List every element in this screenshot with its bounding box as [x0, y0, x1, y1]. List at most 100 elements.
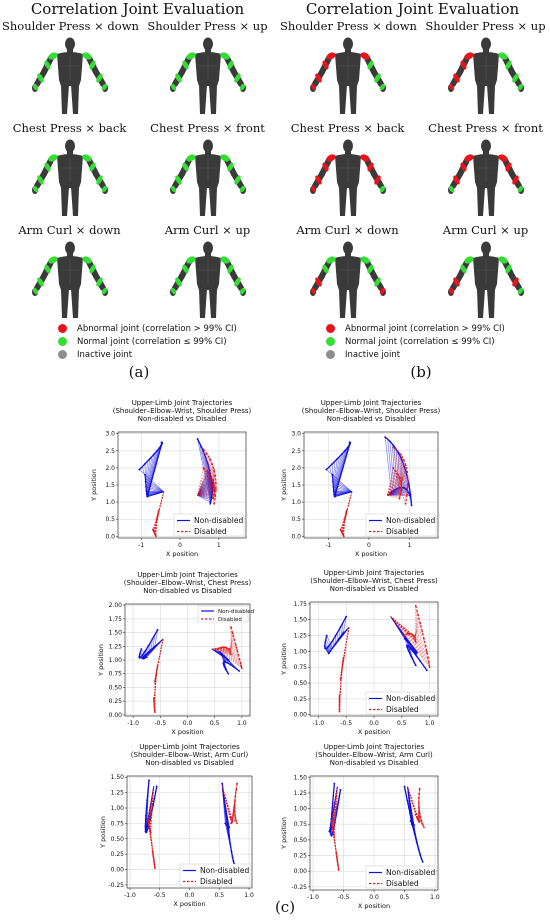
disabled-right-point — [423, 637, 425, 640]
chart-title-line: Upper-Limb Joint Trajectories — [321, 399, 422, 407]
human-body-figure — [448, 37, 524, 114]
head — [65, 37, 75, 51]
disabled-right-segment — [390, 616, 430, 666]
right-shoulder-joint-marker — [82, 154, 92, 162]
non-disabled-left-point — [336, 807, 339, 810]
disabled-left-point — [156, 668, 158, 671]
disabled-left-point — [153, 703, 156, 706]
y-tick-label: -0.25 — [291, 884, 307, 891]
non-disabled-left-point — [340, 453, 343, 456]
non-disabled-left-point — [152, 453, 155, 456]
cell-title: Shoulder Press × down — [2, 19, 139, 33]
plot-area — [328, 782, 425, 871]
right-leg — [71, 187, 79, 216]
cell-title: Chest Press × back — [290, 121, 405, 135]
disabled-left-segment — [339, 627, 350, 704]
disabled-right-point — [428, 666, 431, 669]
body-silhouette — [310, 139, 386, 216]
non-disabled-left-point — [333, 782, 336, 785]
plot-area — [325, 436, 413, 538]
body-silhouette — [170, 37, 246, 114]
disabled-right-point — [392, 446, 395, 449]
non-disabled-left-point — [334, 643, 337, 646]
right-shoulder-joint-marker — [360, 52, 370, 60]
y-tick-label: 0.50 — [294, 837, 308, 844]
neck — [345, 151, 351, 155]
neck — [483, 253, 489, 257]
disabled-right-segment — [386, 468, 407, 500]
disabled-right-point — [214, 475, 217, 478]
non-disabled-left-point — [329, 650, 332, 653]
disabled-left-point — [340, 674, 343, 676]
x-tick-label: 0.0 — [369, 894, 379, 901]
disabled-right-point — [236, 822, 239, 825]
non-disabled-left-point — [148, 779, 150, 782]
y-tick-label: 1.25 — [294, 790, 308, 797]
x-tick-label: 0.5 — [210, 720, 220, 727]
right-leg — [487, 289, 495, 318]
y-tick-label: 2.0 — [291, 465, 301, 472]
disabled-left-point — [332, 830, 335, 833]
chart-title-line: Upper-Limb Joint Trajectories — [324, 569, 425, 577]
non-disabled-left-point — [145, 656, 148, 659]
non-disabled-left-point — [147, 651, 149, 654]
y-tick-label: 1.5 — [291, 482, 301, 489]
body-silhouette — [310, 241, 386, 318]
left-upper-joint-marker — [44, 162, 51, 172]
chart-svg: Upper-Limb Joint Trajectories(Shoulder–E… — [99, 743, 254, 908]
disabled-right-point — [392, 467, 395, 469]
disabled-right-point — [421, 822, 424, 825]
disabled-left-point — [147, 820, 150, 823]
plot-area — [138, 626, 243, 714]
left-hand-joint-marker — [310, 83, 317, 91]
chart-title-line: Upper-Limb Joint Trajectories — [139, 743, 240, 751]
disabled-right-point — [417, 797, 420, 800]
y-tick-label: 1.75 — [109, 616, 123, 623]
neck — [483, 49, 489, 53]
disabled-left-point — [337, 867, 340, 869]
non-disabled-right-point — [222, 662, 225, 665]
non-disabled-left-point — [144, 473, 147, 476]
y-tick-label: 1.0 — [105, 499, 115, 506]
right-forearm-joint-marker — [512, 73, 519, 83]
panel-c-label: (c) — [274, 898, 296, 916]
non-disabled-right-point — [384, 436, 387, 439]
trajectory-chart: Upper-Limb Joint Trajectories (Shoulder–E… — [278, 742, 483, 912]
disabled-right-segment — [390, 616, 429, 658]
cell-title: Arm Curl × down — [18, 223, 121, 237]
right-leg — [209, 187, 217, 216]
left-leg — [339, 187, 347, 216]
non-disabled-left-point — [145, 485, 147, 488]
right-shoulder-joint-marker — [360, 154, 370, 162]
non-disabled-left-point — [325, 634, 328, 637]
human-body-figure — [448, 241, 524, 318]
x-tick-label: -1.0 — [307, 894, 319, 901]
disabled-right-point — [209, 457, 211, 460]
left-upper-joint-marker — [182, 264, 189, 274]
right-forearm-joint-marker — [96, 175, 103, 185]
disabled-right-point — [424, 644, 427, 647]
disabled-left-point — [335, 851, 338, 854]
disabled-right-point — [399, 479, 402, 482]
left-hand-joint-marker — [448, 185, 455, 193]
left-forearm-joint-marker — [175, 277, 182, 287]
x-tick-label: 1.0 — [244, 892, 254, 899]
right-upper-joint-marker — [367, 60, 374, 70]
disabled-left-point — [155, 520, 158, 522]
disabled-right-point — [419, 815, 422, 817]
pelvis — [337, 80, 359, 86]
chart-title-line: Upper-Limb Joint Trajectories — [132, 399, 233, 407]
non-disabled-left-point — [145, 831, 148, 834]
non-disabled-right-point — [196, 437, 199, 440]
x-axis-label: X position — [173, 900, 205, 908]
disabled-right-point — [425, 651, 428, 653]
chart-title-line: Non-disabled vs Disabled — [330, 585, 419, 593]
right-upper-joint-marker — [367, 162, 374, 172]
human-body-figure — [32, 241, 108, 318]
right-leg — [349, 289, 357, 318]
left-shoulder-joint-marker — [48, 52, 58, 60]
non-disabled-right-point — [223, 655, 226, 657]
right-leg — [349, 85, 357, 114]
non-disabled-left-point — [153, 645, 156, 648]
disabled-right-segment — [390, 616, 430, 668]
